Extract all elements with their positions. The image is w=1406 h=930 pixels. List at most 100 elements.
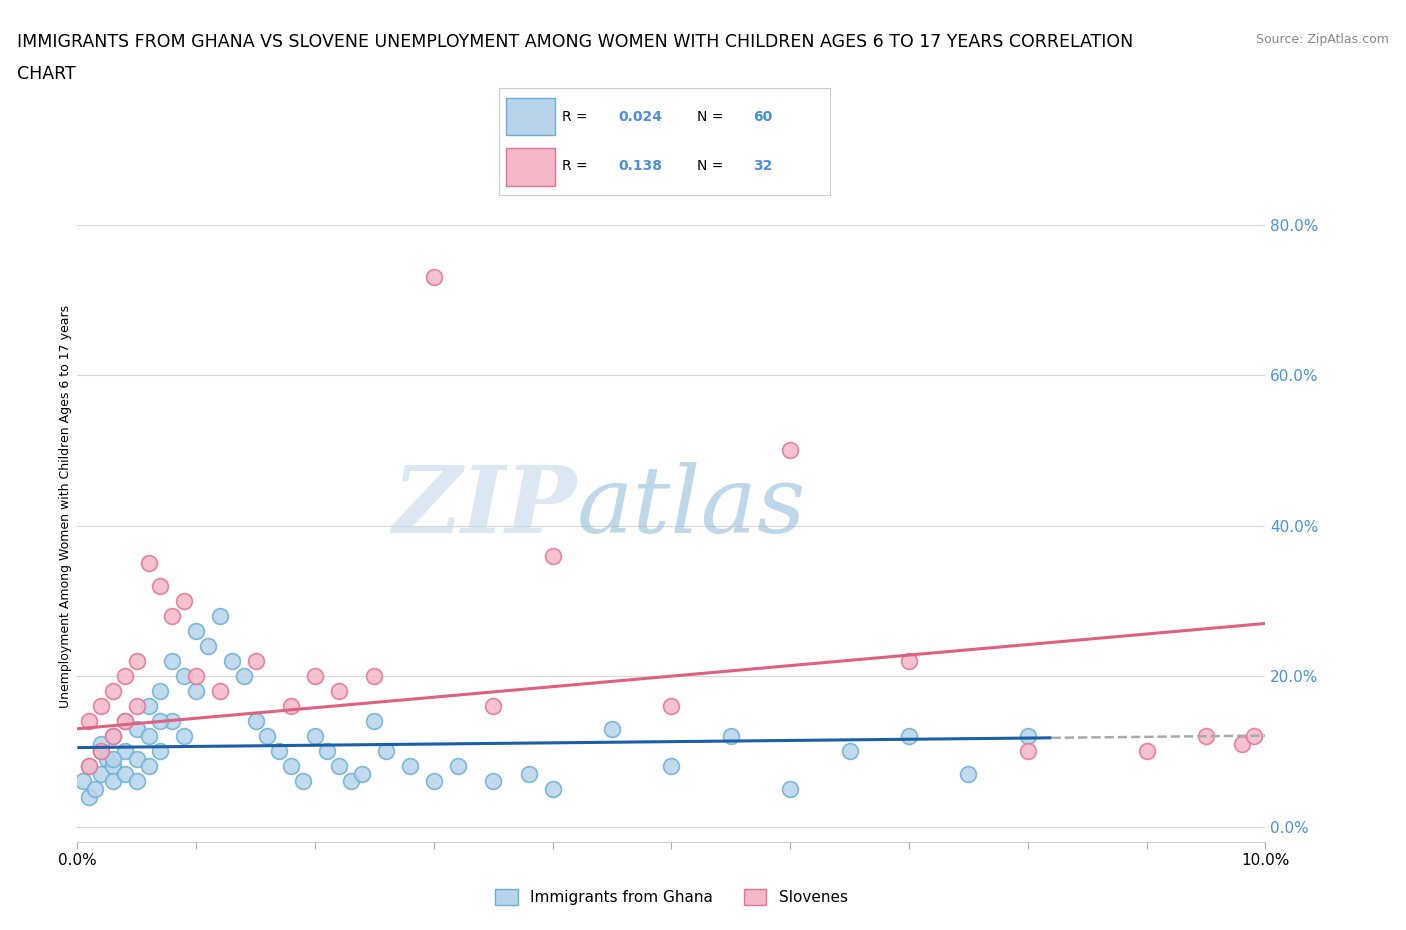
Text: N =: N = [697,159,728,173]
Text: N =: N = [697,110,728,124]
Point [125,698,148,713]
Point [482,774,505,789]
Text: 0.138: 0.138 [619,159,662,173]
Point [114,714,136,729]
Point [304,729,326,744]
Point [162,608,184,623]
Point [541,781,564,796]
Point [304,669,326,684]
Point [125,654,148,669]
Text: R =: R = [562,159,592,173]
Point [292,774,315,789]
Point [245,654,267,669]
Point [138,729,160,744]
Point [363,669,385,684]
Point [77,789,100,804]
Point [339,774,361,789]
Point [661,698,683,713]
Point [162,714,184,729]
Point [173,593,195,608]
Point [90,744,112,759]
Point [72,774,94,789]
Point [149,578,172,593]
Point [125,774,148,789]
Point [1243,729,1265,744]
Point [208,608,231,623]
Point [600,722,623,737]
Point [280,759,302,774]
Point [77,714,100,729]
Point [90,737,112,751]
Point [352,766,374,781]
Point [114,714,136,729]
Point [399,759,422,774]
Text: ZIP: ZIP [392,462,576,551]
Point [84,781,107,796]
Point [423,774,446,789]
Point [125,722,148,737]
Text: 32: 32 [754,159,773,173]
Point [173,729,195,744]
Point [957,766,980,781]
Point [125,751,148,766]
Text: R =: R = [562,110,592,124]
Text: Source: ZipAtlas.com: Source: ZipAtlas.com [1256,33,1389,46]
Point [186,684,208,698]
Point [208,684,231,698]
Point [149,744,172,759]
Point [138,698,160,713]
Point [838,744,860,759]
Point [162,654,184,669]
Point [482,698,505,713]
FancyBboxPatch shape [506,148,555,186]
Point [541,549,564,564]
Point [90,766,112,781]
Point [1230,737,1253,751]
Point [363,714,385,729]
Point [149,684,172,698]
Point [1195,729,1218,744]
Text: CHART: CHART [17,65,76,83]
Point [96,751,118,766]
Point [101,759,124,774]
Point [328,684,350,698]
Point [779,781,801,796]
Point [101,684,124,698]
Point [661,759,683,774]
Point [138,556,160,571]
Text: 0.024: 0.024 [619,110,662,124]
Point [446,759,468,774]
Point [77,759,100,774]
Point [423,270,446,285]
Point [269,744,291,759]
Point [221,654,243,669]
Legend: Immigrants from Ghana, Slovenes: Immigrants from Ghana, Slovenes [489,883,853,911]
Point [375,744,398,759]
Point [173,669,195,684]
Point [138,759,160,774]
Point [328,759,350,774]
Point [1017,744,1039,759]
Point [1136,744,1159,759]
Text: 60: 60 [754,110,773,124]
Point [114,766,136,781]
Point [101,729,124,744]
Text: atlas: atlas [576,462,806,551]
Point [90,744,112,759]
Point [77,759,100,774]
Point [232,669,254,684]
Point [101,729,124,744]
Point [90,698,112,713]
Y-axis label: Unemployment Among Women with Children Ages 6 to 17 years: Unemployment Among Women with Children A… [59,305,72,709]
Point [517,766,540,781]
Point [256,729,278,744]
Point [101,751,124,766]
Point [197,639,219,654]
Text: IMMIGRANTS FROM GHANA VS SLOVENE UNEMPLOYMENT AMONG WOMEN WITH CHILDREN AGES 6 T: IMMIGRANTS FROM GHANA VS SLOVENE UNEMPLO… [17,33,1133,50]
Point [898,729,921,744]
Point [315,744,337,759]
Point [114,744,136,759]
Point [186,623,208,638]
Point [779,443,801,458]
Point [114,669,136,684]
